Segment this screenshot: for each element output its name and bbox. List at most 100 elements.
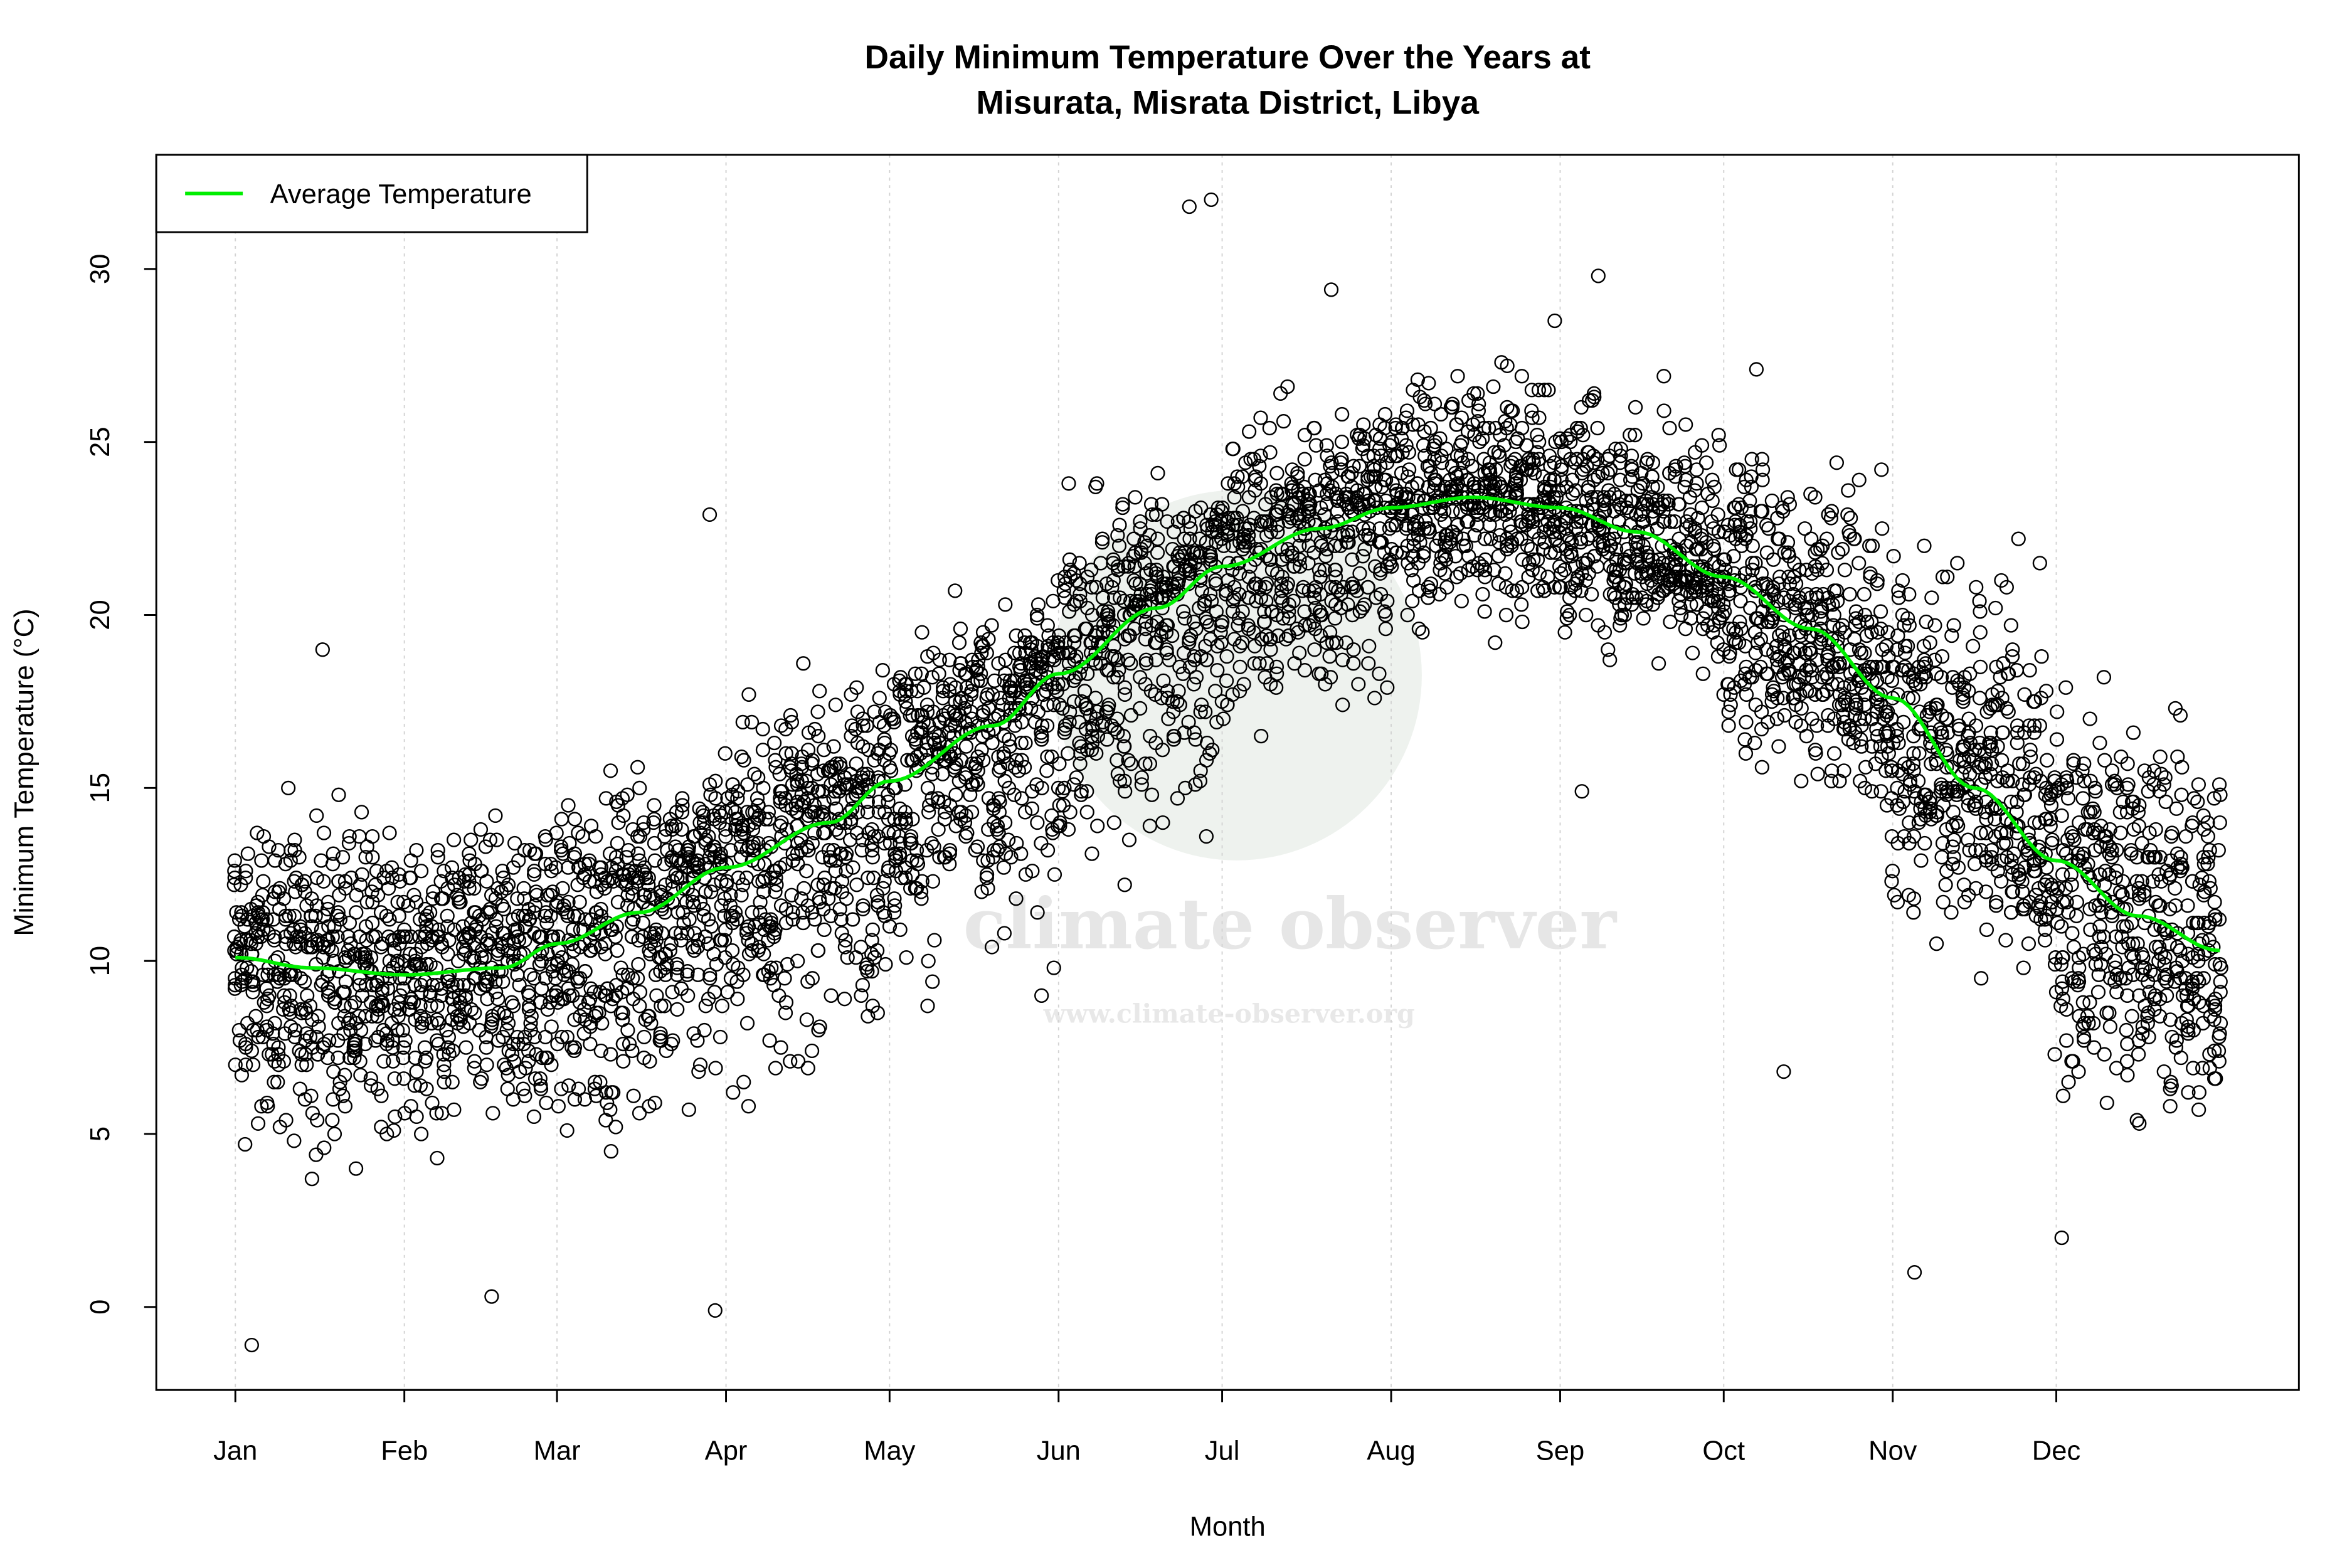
data-point xyxy=(839,846,854,861)
data-point xyxy=(233,933,248,948)
data-point xyxy=(259,999,274,1014)
data-point xyxy=(322,1033,337,1048)
data-point xyxy=(499,1009,514,1024)
data-point xyxy=(1613,472,1628,487)
data-point xyxy=(664,1036,679,1052)
data-point xyxy=(996,860,1012,875)
data-point xyxy=(255,912,270,927)
data-point xyxy=(464,1002,479,1017)
data-point xyxy=(877,874,892,889)
data-point xyxy=(248,1009,263,1024)
data-point xyxy=(2003,618,2018,633)
data-point xyxy=(871,805,886,820)
data-point xyxy=(647,812,662,827)
data-point xyxy=(1007,718,1022,733)
data-point xyxy=(1831,545,1846,560)
data-point xyxy=(642,1009,657,1024)
data-point xyxy=(844,718,859,733)
data-point xyxy=(641,877,656,893)
data-point xyxy=(1303,497,1318,512)
data-point xyxy=(1106,590,1122,605)
data-point xyxy=(714,999,729,1014)
data-point xyxy=(1172,697,1187,712)
data-point xyxy=(1262,420,1277,436)
data-point xyxy=(425,978,440,993)
data-point xyxy=(755,874,770,889)
data-point xyxy=(926,704,941,719)
data-point xyxy=(386,1123,401,1138)
data-point xyxy=(641,871,656,886)
data-point xyxy=(824,988,839,1003)
data-point xyxy=(1317,507,1332,522)
data-point xyxy=(834,846,849,861)
data-point xyxy=(717,933,733,948)
data-point xyxy=(1150,465,1165,481)
data-point xyxy=(610,943,625,958)
data-point xyxy=(712,857,727,872)
data-point xyxy=(998,652,1013,667)
data-point xyxy=(708,773,723,788)
data-point xyxy=(1998,933,2013,948)
data-point xyxy=(1259,656,1274,671)
data-point xyxy=(692,815,707,830)
data-point xyxy=(593,1043,608,1059)
data-point xyxy=(968,773,983,788)
data-point xyxy=(1738,746,1754,761)
data-point xyxy=(2069,894,2084,909)
data-point xyxy=(924,670,940,685)
data-point xyxy=(1258,580,1273,595)
data-point xyxy=(1025,864,1040,879)
data-point xyxy=(790,835,805,851)
data-point xyxy=(1034,780,1049,796)
data-point xyxy=(1009,891,1024,906)
data-point xyxy=(1039,763,1054,778)
data-point xyxy=(308,908,323,923)
data-point xyxy=(643,887,658,903)
data-point xyxy=(1155,815,1170,830)
data-point xyxy=(250,1116,266,1131)
data-point xyxy=(630,846,645,861)
data-point xyxy=(452,894,467,909)
data-point xyxy=(419,1081,434,1096)
data-point xyxy=(1156,673,1171,688)
data-point xyxy=(980,881,995,896)
data-point xyxy=(647,835,662,851)
data-point xyxy=(817,871,832,886)
data-point xyxy=(1186,677,1202,692)
data-point xyxy=(872,691,887,706)
data-point xyxy=(287,832,302,847)
data-point xyxy=(1259,527,1274,543)
data-point xyxy=(1094,535,1110,550)
data-point xyxy=(1862,538,1877,553)
data-point xyxy=(1329,635,1344,650)
data-point xyxy=(1133,514,1148,529)
data-point xyxy=(712,1029,728,1045)
data-point xyxy=(376,1054,391,1069)
watermark-url: www.climate-observer.org xyxy=(1043,999,1415,1029)
data-point xyxy=(534,1050,550,1066)
data-point xyxy=(608,850,624,865)
data-point xyxy=(903,881,918,896)
data-point xyxy=(406,887,421,903)
data-point xyxy=(1253,410,1268,425)
data-point xyxy=(527,971,542,986)
data-point xyxy=(485,926,500,941)
data-point xyxy=(985,687,1000,702)
data-point xyxy=(1040,697,1055,712)
data-point xyxy=(997,815,1013,830)
data-point xyxy=(778,901,794,917)
data-point xyxy=(777,971,792,986)
data-point xyxy=(561,981,576,996)
data-point xyxy=(1004,850,1019,865)
data-point xyxy=(998,597,1013,612)
data-point xyxy=(464,832,479,847)
data-point xyxy=(374,995,389,1010)
data-point xyxy=(1477,604,1492,619)
data-point xyxy=(881,864,896,879)
data-point xyxy=(931,666,946,681)
data-point xyxy=(718,822,733,837)
data-point xyxy=(1874,462,1889,477)
data-point xyxy=(418,1050,434,1066)
data-point xyxy=(320,981,336,996)
